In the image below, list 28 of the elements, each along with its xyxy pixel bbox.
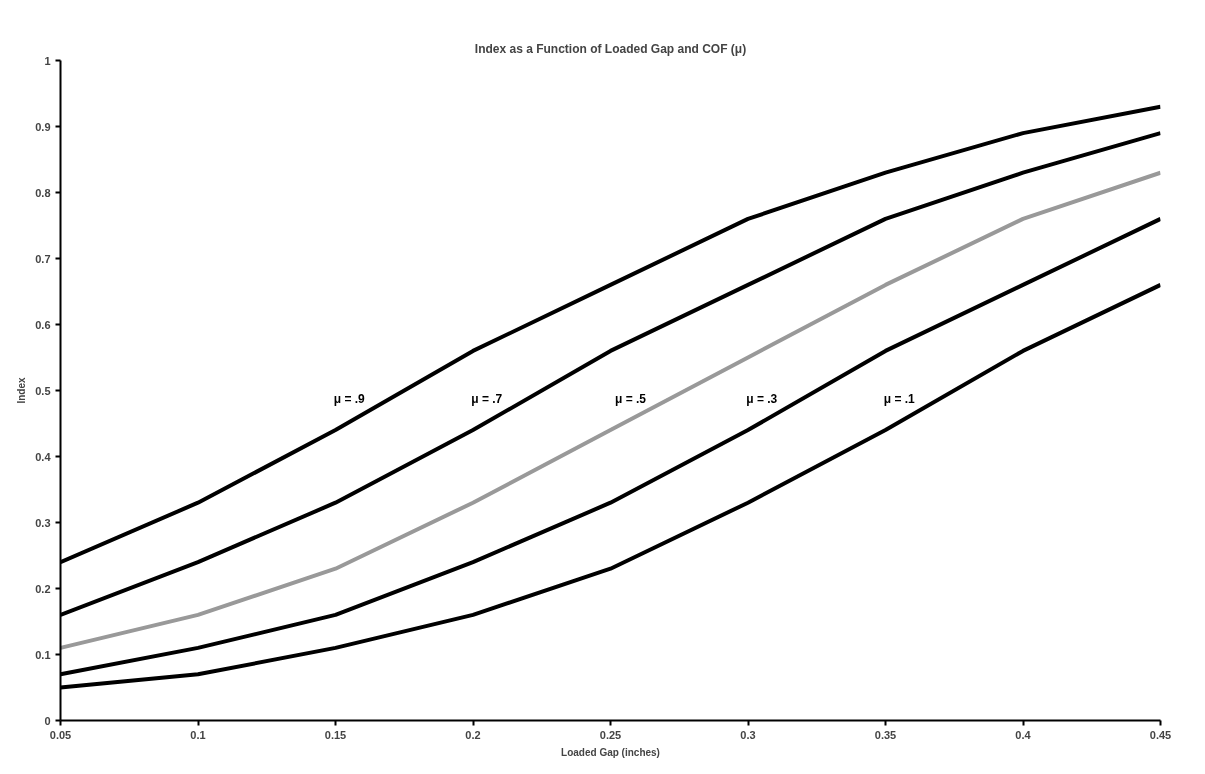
x-tick-label: 0.15 — [324, 728, 347, 741]
x-tick-label: 0.35 — [874, 728, 897, 741]
series-label: μ = .7 — [471, 391, 503, 406]
series-label: μ = .3 — [746, 391, 778, 406]
y-tick-label: 0.7 — [35, 252, 51, 265]
x-tick-label: 0.3 — [740, 728, 756, 741]
chart-title: Index as a Function of Loaded Gap and COF (μ) — [474, 41, 747, 56]
series-label: μ = .1 — [883, 391, 916, 406]
y-tick-label: 0.5 — [35, 384, 51, 397]
y-tick-label: 0 — [44, 714, 51, 727]
x-tick-label: 0.25 — [599, 728, 622, 741]
y-tick-label: 1 — [44, 54, 51, 67]
y-tick-label: 0.3 — [35, 516, 51, 529]
y-tick-label: 0.8 — [35, 186, 51, 199]
y-tick-label: 0.9 — [35, 120, 51, 133]
x-tick-label: 0.45 — [1149, 728, 1172, 741]
y-axis-title: Index — [16, 377, 28, 404]
series-label: μ = .5 — [614, 391, 647, 406]
x-tick-label: 0.2 — [465, 728, 481, 741]
y-tick-label: 0.6 — [35, 318, 51, 331]
y-tick-label: 0.4 — [35, 450, 52, 463]
series-label: μ = .9 — [333, 391, 366, 406]
x-tick-label: 0.4 — [1015, 728, 1032, 741]
y-tick-label: 0.1 — [35, 648, 51, 661]
x-tick-label: 0.05 — [49, 728, 72, 741]
x-tick-label: 0.1 — [190, 728, 206, 741]
x-axis-title: Loaded Gap (inches) — [561, 746, 660, 758]
y-tick-label: 0.2 — [35, 582, 51, 595]
